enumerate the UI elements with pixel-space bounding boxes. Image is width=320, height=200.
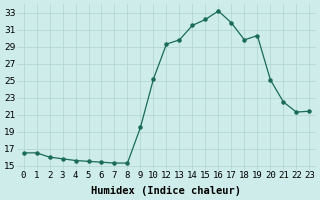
X-axis label: Humidex (Indice chaleur): Humidex (Indice chaleur) (92, 186, 242, 196)
